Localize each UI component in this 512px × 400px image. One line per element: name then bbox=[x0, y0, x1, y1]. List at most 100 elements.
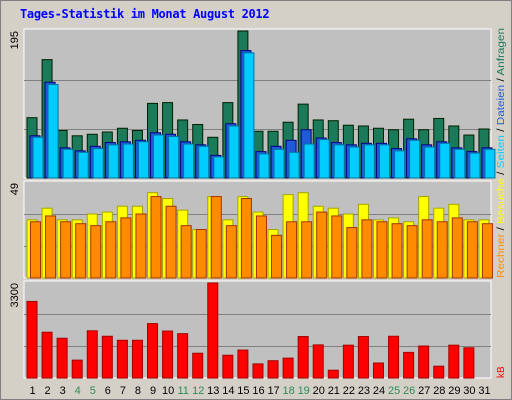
right-legend-kb: kB bbox=[496, 366, 507, 378]
bar-rechner-23 bbox=[361, 219, 373, 279]
bar-kb-16 bbox=[252, 363, 264, 379]
bar-rechner-4 bbox=[75, 223, 87, 279]
bar-seiten-12 bbox=[198, 145, 210, 179]
bar-rechner-10 bbox=[165, 205, 177, 279]
legend-entry: / bbox=[496, 168, 507, 178]
bar-kb-3 bbox=[56, 337, 68, 379]
bar-kb-12 bbox=[192, 352, 204, 379]
bar-kb-5 bbox=[86, 330, 98, 379]
legend-entry: Rechner bbox=[496, 233, 507, 278]
bar-seiten-2 bbox=[47, 84, 59, 179]
bar-seiten-7 bbox=[122, 143, 134, 179]
bar-seiten-13 bbox=[213, 156, 225, 179]
bar-kb-4 bbox=[71, 359, 83, 379]
x-tick-label-26: 26 bbox=[403, 385, 415, 397]
legend-entry: Dateien bbox=[496, 85, 507, 125]
bar-rechner-26 bbox=[406, 225, 418, 279]
bar-kb-2 bbox=[41, 331, 53, 379]
bar-rechner-12 bbox=[195, 229, 207, 279]
legend-entry: / bbox=[496, 224, 507, 234]
bar-seiten-20 bbox=[318, 139, 330, 179]
bar-rechner-8 bbox=[135, 213, 147, 279]
bar-seiten-30 bbox=[469, 152, 481, 179]
bar-seiten-27 bbox=[424, 146, 436, 179]
bar-seiten-28 bbox=[439, 142, 451, 179]
y-max-label-middle: 49 bbox=[9, 183, 21, 195]
bar-rechner-6 bbox=[105, 221, 117, 279]
bar-rechner-5 bbox=[90, 225, 102, 279]
bar-rechner-16 bbox=[255, 215, 267, 279]
bar-seiten-4 bbox=[77, 151, 89, 179]
x-tick-label-21: 21 bbox=[328, 385, 340, 397]
bar-seiten-29 bbox=[454, 148, 466, 179]
bar-seiten-8 bbox=[137, 141, 149, 179]
bar-rechner-7 bbox=[120, 217, 132, 279]
bar-rechner-24 bbox=[376, 221, 388, 279]
bar-rechner-25 bbox=[391, 223, 403, 279]
bar-seiten-16 bbox=[258, 153, 270, 179]
x-tick-label-14: 14 bbox=[222, 385, 234, 397]
bar-kb-13 bbox=[207, 282, 219, 379]
x-tick-label-30: 30 bbox=[463, 385, 475, 397]
bar-seiten-22 bbox=[348, 146, 360, 179]
bar-kb-27 bbox=[418, 345, 430, 379]
bar-kb-19 bbox=[297, 336, 309, 379]
bar-seiten-26 bbox=[409, 139, 421, 179]
x-tick-label-8: 8 bbox=[135, 385, 141, 397]
bar-rechner-22 bbox=[346, 227, 358, 279]
bar-seiten-19 bbox=[303, 143, 315, 179]
bar-kb-21 bbox=[327, 369, 339, 379]
bar-kb-24 bbox=[372, 362, 384, 379]
y-max-label-top: 195 bbox=[9, 31, 21, 49]
bar-kb-20 bbox=[312, 344, 324, 379]
bar-kb-14 bbox=[222, 354, 234, 379]
bar-kb-8 bbox=[131, 339, 143, 379]
bar-kb-25 bbox=[388, 335, 400, 379]
x-tick-label-25: 25 bbox=[388, 385, 400, 397]
chart-title: Tages-Statistik im Monat August 2012 bbox=[20, 7, 270, 21]
x-tick-label-9: 9 bbox=[150, 385, 156, 397]
bar-kb-15 bbox=[237, 349, 249, 379]
bar-rechner-1 bbox=[30, 221, 41, 279]
bar-rechner-21 bbox=[331, 215, 343, 279]
bar-rechner-2 bbox=[45, 215, 57, 279]
bar-kb-10 bbox=[162, 330, 174, 379]
bar-kb-1 bbox=[26, 300, 38, 379]
bar-kb-6 bbox=[101, 335, 113, 379]
x-tick-label-6: 6 bbox=[105, 385, 111, 397]
bar-kb-28 bbox=[433, 365, 445, 379]
bar-seiten-3 bbox=[62, 148, 74, 179]
bar-rechner-27 bbox=[421, 219, 433, 279]
bar-rechner-30 bbox=[466, 221, 478, 279]
bar-seiten-10 bbox=[168, 136, 180, 179]
x-tick-label-17: 17 bbox=[267, 385, 279, 397]
bar-rechner-14 bbox=[225, 225, 237, 279]
y-max-label-bottom: 3300 bbox=[9, 283, 21, 307]
legend-entry: Anfragen bbox=[496, 28, 507, 76]
x-tick-label-15: 15 bbox=[237, 385, 249, 397]
bar-rechner-20 bbox=[316, 211, 328, 279]
x-tick-label-19: 19 bbox=[298, 385, 310, 397]
x-tick-label-20: 20 bbox=[313, 385, 325, 397]
x-tick-label-13: 13 bbox=[207, 385, 219, 397]
bar-kb-26 bbox=[403, 351, 415, 379]
bar-rechner-17 bbox=[271, 234, 283, 279]
bar-seiten-25 bbox=[394, 150, 406, 179]
bar-kb-17 bbox=[267, 360, 279, 379]
bar-rechner-18 bbox=[286, 221, 298, 279]
bar-seiten-14 bbox=[228, 125, 240, 179]
bar-rechner-13 bbox=[210, 196, 222, 279]
bar-rechner-28 bbox=[436, 221, 448, 279]
bar-kb-22 bbox=[342, 344, 354, 379]
x-tick-label-28: 28 bbox=[433, 385, 445, 397]
x-tick-label-3: 3 bbox=[60, 385, 66, 397]
x-tick-label-4: 4 bbox=[75, 385, 81, 397]
bar-rechner-15 bbox=[240, 198, 252, 279]
bar-seiten-21 bbox=[333, 144, 345, 179]
bar-seiten-23 bbox=[363, 144, 375, 179]
bar-kb-18 bbox=[282, 357, 294, 379]
x-tick-label-18: 18 bbox=[283, 385, 295, 397]
legend-entry: / bbox=[496, 76, 507, 85]
